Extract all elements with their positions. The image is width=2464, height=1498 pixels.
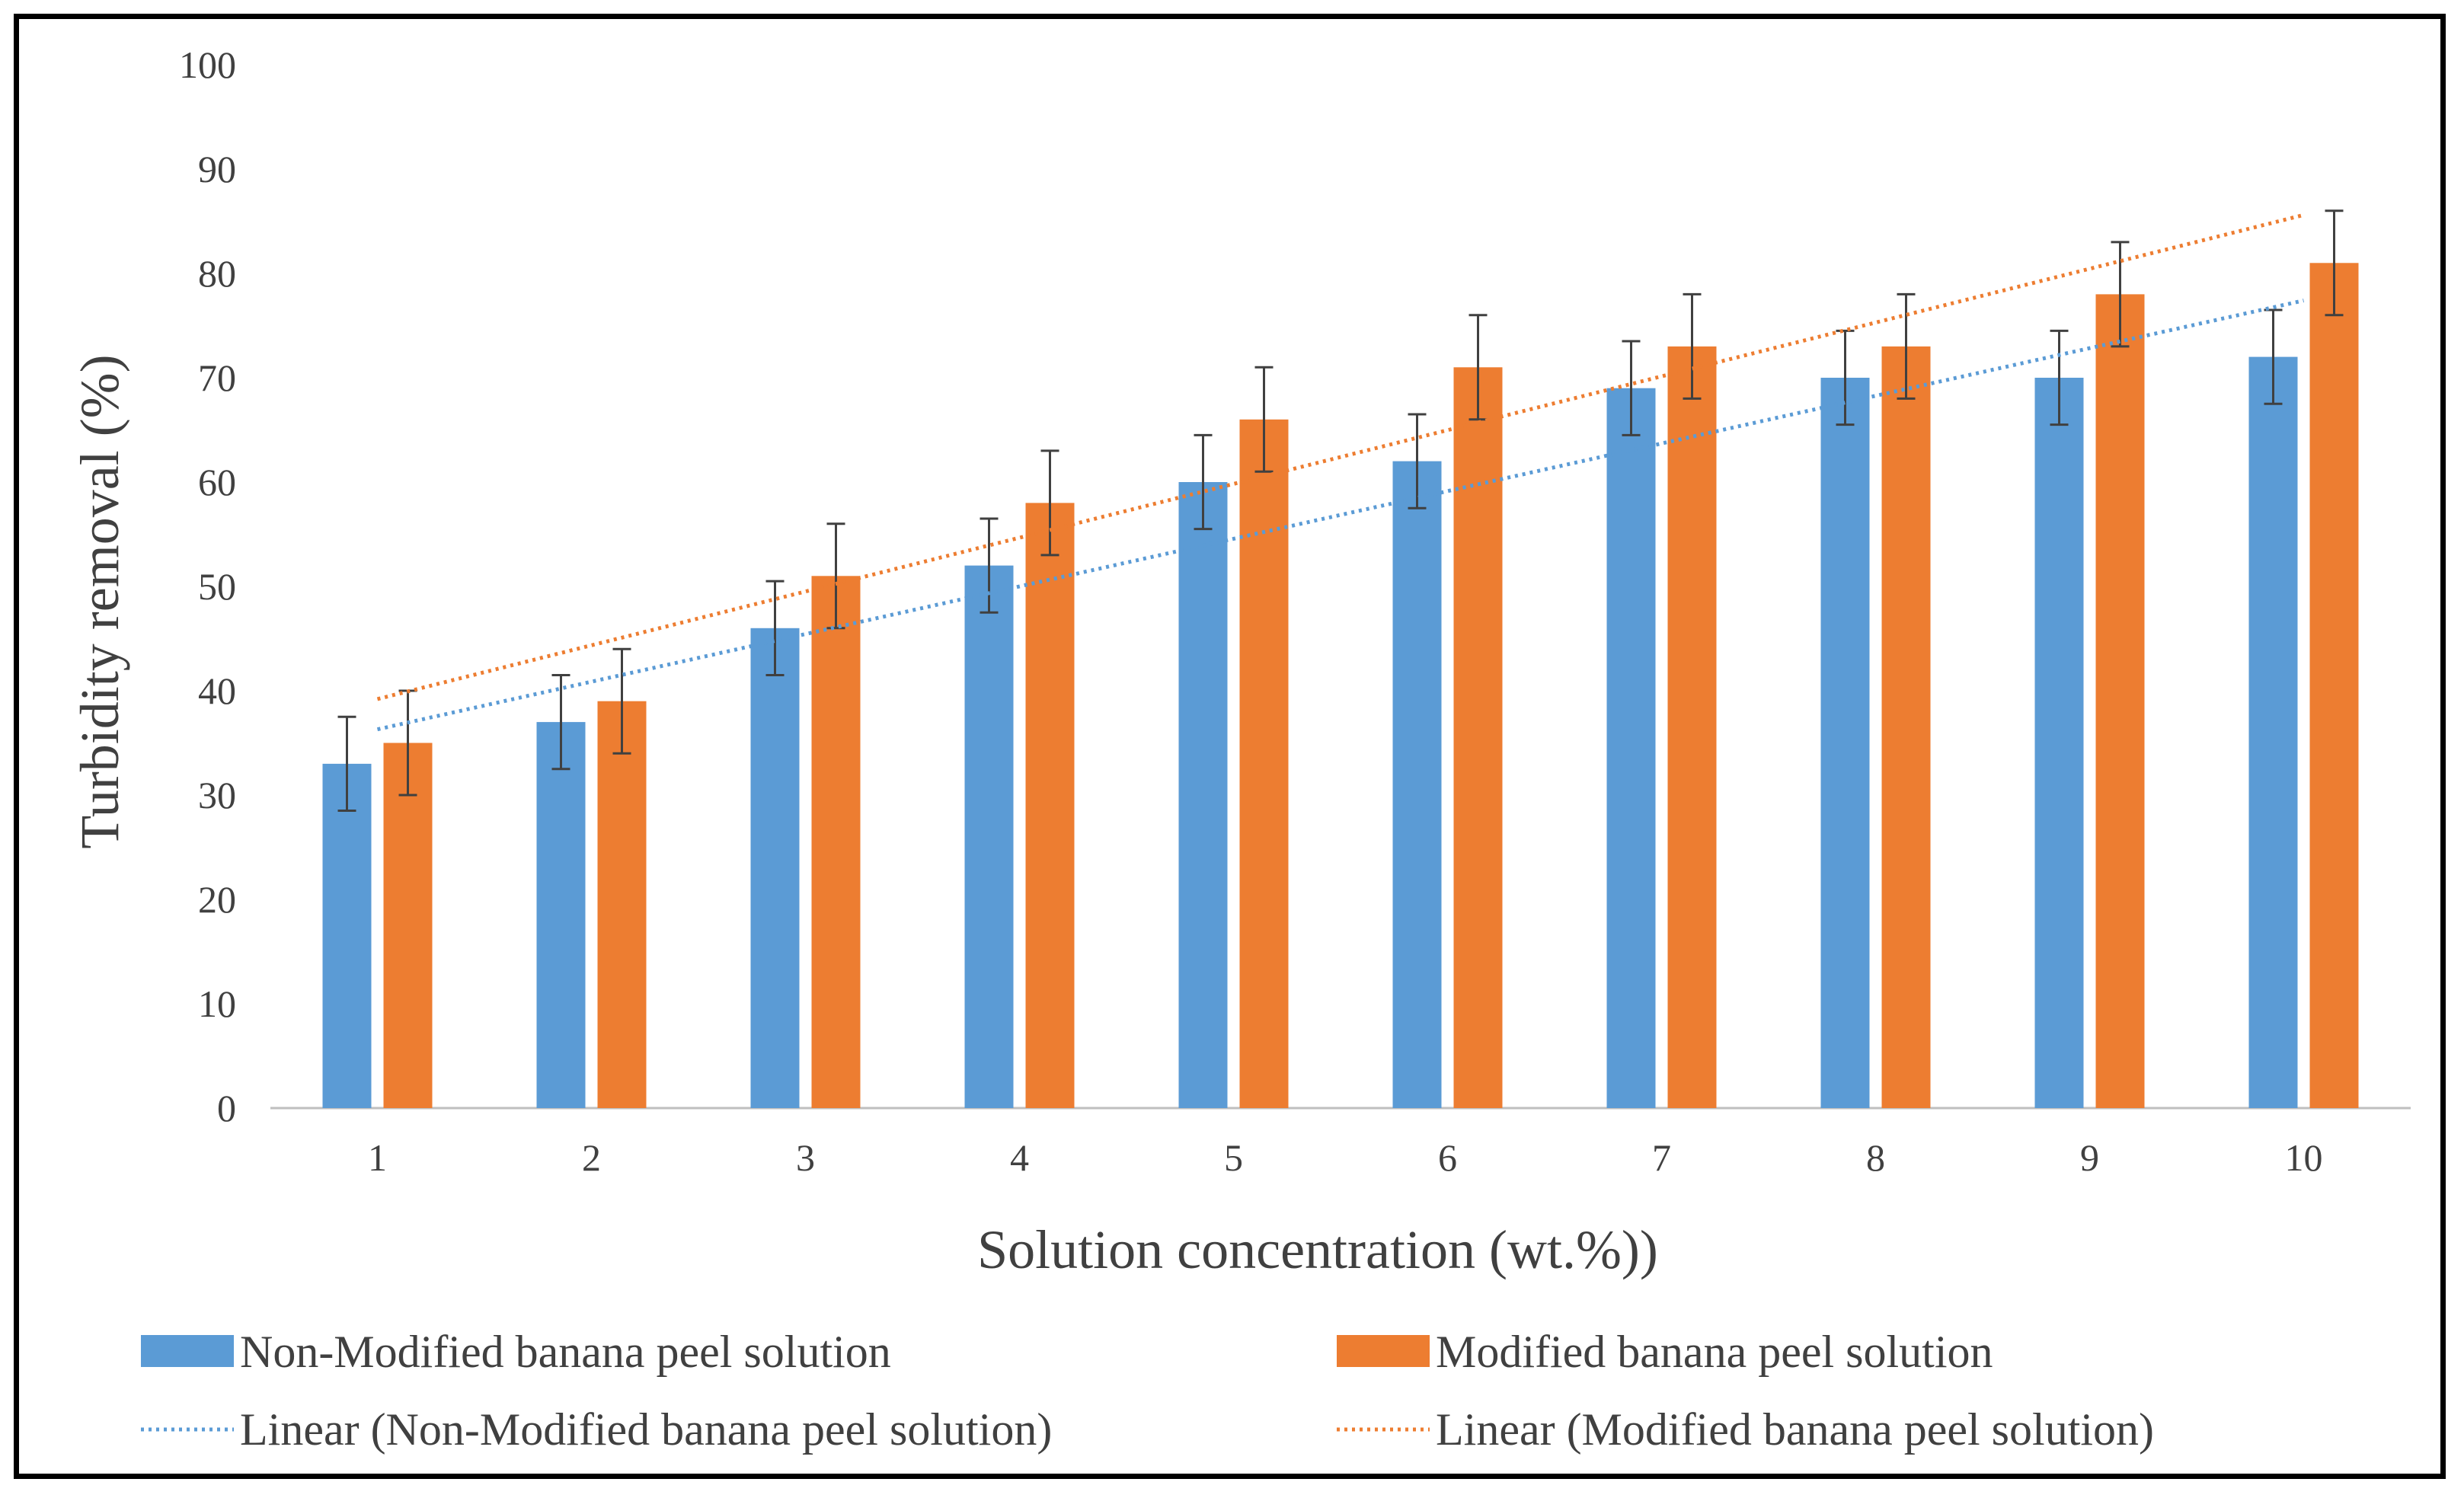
legend: Non-Modified banana peel solution Modifi…	[141, 1327, 2154, 1455]
y-tick-label: 20	[198, 878, 236, 921]
error-bar-non-modified-5	[1194, 433, 1213, 531]
error-bar-modified-5	[1254, 366, 1274, 473]
x-tick-label: 5	[1224, 1136, 1243, 1179]
bar-modified-3	[811, 576, 861, 1108]
bar-modified-4	[1025, 503, 1075, 1108]
error-bar-modified-10	[2325, 209, 2344, 317]
x-tick-label: 8	[1866, 1136, 1885, 1179]
bar-non-modified-4	[964, 565, 1014, 1108]
bar-modified-6	[1453, 367, 1503, 1108]
y-tick-label: 60	[198, 461, 236, 503]
bar-non-modified-8	[1820, 378, 1870, 1108]
error-bar-non-modified-9	[2050, 329, 2069, 426]
error-bar-non-modified-4	[980, 517, 999, 614]
error-bar-modified-3	[826, 522, 845, 630]
bar-modified-7	[1667, 346, 1717, 1108]
y-tick-label: 90	[198, 148, 236, 190]
error-bar-non-modified-3	[765, 580, 785, 676]
bar-non-modified-5	[1178, 482, 1228, 1108]
bar-non-modified-6	[1392, 461, 1442, 1108]
error-bar-modified-8	[1897, 292, 1916, 400]
error-bar-modified-9	[2111, 241, 2130, 348]
chart-frame: 0 10 20 30 40 50 60 70 80 90 100 1 2 3 4 5 6 7 8 9 10 Turbi…	[14, 14, 2446, 1479]
x-tick-label: 1	[368, 1136, 387, 1179]
trendlines-layer	[376, 212, 2305, 732]
y-tick-label: 10	[198, 982, 236, 1025]
y-tick-label: 100	[179, 43, 236, 86]
bar-non-modified-7	[1606, 388, 1656, 1108]
bar-modified-9	[2095, 294, 2145, 1108]
bar-modified-10	[2309, 263, 2359, 1108]
x-tick-label: 6	[1438, 1136, 1457, 1179]
y-tick-label: 30	[198, 774, 236, 816]
error-bar-modified-4	[1040, 449, 1059, 557]
x-axis-title: Solution concentration (wt.%))	[977, 1219, 1658, 1280]
x-tick-label: 2	[582, 1136, 601, 1179]
bar-non-modified-3	[750, 628, 800, 1108]
bar-non-modified-2	[536, 722, 586, 1108]
error-bar-non-modified-7	[1622, 340, 1641, 436]
error-bar-non-modified-1	[337, 715, 356, 813]
error-bar-modified-2	[612, 647, 631, 755]
legend-label-non-modified: Non-Modified banana peel solution	[240, 1327, 891, 1377]
legend-label-linear-non-modified: Linear (Non-Modified banana peel solutio…	[240, 1404, 1052, 1455]
bar-modified-5	[1239, 419, 1289, 1108]
trendline-modified	[376, 212, 2305, 701]
bar-modified-2	[597, 701, 647, 1108]
y-tick-label: 0	[217, 1087, 236, 1129]
bars-layer	[322, 263, 2359, 1109]
legend-swatch-modified	[1337, 1335, 1430, 1367]
bar-non-modified-9	[2034, 378, 2084, 1108]
error-bar-non-modified-8	[1836, 329, 1855, 426]
x-tick-label: 9	[2080, 1136, 2099, 1179]
legend-swatch-non-modified	[141, 1335, 234, 1367]
legend-label-modified: Modified banana peel solution	[1436, 1327, 1993, 1377]
legend-label-linear-modified: Linear (Modified banana peel solution)	[1436, 1404, 2154, 1455]
error-bars-layer	[337, 209, 2344, 813]
error-bar-modified-7	[1683, 292, 1702, 400]
bar-non-modified-10	[2248, 356, 2298, 1109]
x-tick-label: 7	[1652, 1136, 1671, 1179]
error-bar-non-modified-2	[551, 673, 570, 771]
x-tick-label: 3	[796, 1136, 815, 1179]
chart-svg: 0 10 20 30 40 50 60 70 80 90 100 1 2 3 4 5 6 7 8 9 10 Turbi…	[69, 43, 2411, 1455]
x-tick-label: 10	[2285, 1136, 2323, 1179]
trendline-non-modified	[376, 299, 2305, 732]
y-axis-ticks: 0 10 20 30 40 50 60 70 80 90 100	[179, 43, 236, 1129]
y-tick-label: 50	[198, 565, 236, 608]
bar-non-modified-1	[322, 763, 372, 1108]
y-tick-label: 40	[198, 669, 236, 712]
error-bar-modified-6	[1468, 314, 1488, 421]
bar-modified-8	[1881, 346, 1931, 1108]
y-axis-title: Turbidity removal (%)	[69, 354, 130, 848]
y-tick-label: 80	[198, 252, 236, 295]
x-tick-label: 4	[1010, 1136, 1029, 1179]
error-bar-non-modified-6	[1408, 413, 1427, 509]
bar-modified-1	[383, 743, 433, 1108]
x-axis-ticks: 1 2 3 4 5 6 7 8 9 10	[368, 1136, 2323, 1179]
y-tick-label: 70	[198, 356, 236, 399]
